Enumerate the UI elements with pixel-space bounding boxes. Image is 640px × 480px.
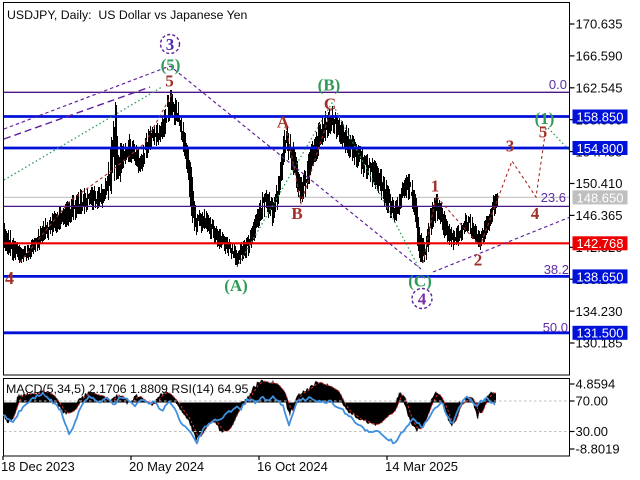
svg-text:23.6: 23.6 [541,190,566,205]
svg-text:(1): (1) [535,109,555,128]
svg-text:2: 2 [474,251,483,270]
svg-text:MACD(5,34,5) 2.1706 1.8809 RSI: MACD(5,34,5) 2.1706 1.8809 RSI(14) 64.95 [6,382,249,396]
svg-text:4.8594: 4.8594 [576,377,616,392]
svg-text:154.800: 154.800 [577,141,624,156]
svg-text:1: 1 [431,177,440,196]
svg-text:70.00: 70.00 [576,394,609,409]
svg-text:131.500: 131.500 [577,326,624,341]
svg-text:18 Dec 2023: 18 Dec 2023 [1,459,75,474]
svg-text:4: 4 [531,204,540,223]
svg-text:(A): (A) [224,276,248,295]
svg-text:16 Oct 2024: 16 Oct 2024 [257,459,328,474]
svg-text:A: A [277,113,290,132]
svg-text:146.365: 146.365 [576,208,623,223]
svg-text:150.410: 150.410 [576,176,623,191]
svg-text:30.00: 30.00 [576,424,609,439]
svg-text:38.2: 38.2 [544,262,569,277]
svg-text:50.0: 50.0 [543,320,568,335]
svg-text:148.650: 148.650 [577,190,624,205]
svg-text:14 Mar 2025: 14 Mar 2025 [385,459,458,474]
svg-text:(B): (B) [318,76,341,95]
svg-text:0.0: 0.0 [549,77,567,92]
svg-text:4: 4 [5,268,14,288]
svg-text:166.590: 166.590 [576,49,623,64]
svg-text:3: 3 [506,137,515,156]
svg-text:C: C [324,95,336,114]
svg-text:(5): (5) [161,56,181,75]
svg-text:-8.8019: -8.8019 [576,442,620,457]
svg-text:USDJPY, Daily: US Dollar vs J: USDJPY, Daily: US Dollar vs Japanese Yen [7,8,248,22]
svg-text:(C): (C) [408,272,432,291]
svg-text:B: B [291,204,302,223]
svg-text:134.230: 134.230 [576,304,623,319]
svg-text:158.850: 158.850 [577,109,624,124]
svg-text:3: 3 [166,35,175,54]
svg-text:5: 5 [165,72,174,91]
svg-text:4: 4 [418,290,427,309]
svg-text:142.768: 142.768 [577,236,624,251]
svg-text:170.635: 170.635 [576,17,623,32]
svg-text:162.545: 162.545 [576,81,623,96]
svg-text:20 May 2024: 20 May 2024 [129,459,204,474]
svg-text:5: 5 [539,123,548,142]
svg-text:138.650: 138.650 [577,269,624,284]
